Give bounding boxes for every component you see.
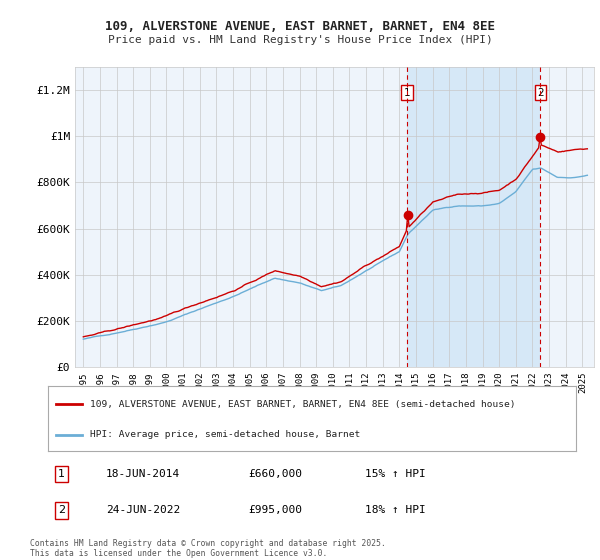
Text: 18% ↑ HPI: 18% ↑ HPI	[365, 506, 425, 515]
Text: 109, ALVERSTONE AVENUE, EAST BARNET, BARNET, EN4 8EE (semi-detached house): 109, ALVERSTONE AVENUE, EAST BARNET, BAR…	[90, 400, 516, 409]
Text: 109, ALVERSTONE AVENUE, EAST BARNET, BARNET, EN4 8EE: 109, ALVERSTONE AVENUE, EAST BARNET, BAR…	[105, 20, 495, 32]
Text: Price paid vs. HM Land Registry's House Price Index (HPI): Price paid vs. HM Land Registry's House …	[107, 35, 493, 45]
Text: Contains HM Land Registry data © Crown copyright and database right 2025.
This d: Contains HM Land Registry data © Crown c…	[30, 539, 386, 558]
Text: 2: 2	[58, 506, 65, 515]
Bar	[407, 67, 541, 367]
Text: 1: 1	[58, 469, 65, 479]
Text: 1: 1	[404, 87, 410, 97]
Text: £995,000: £995,000	[248, 506, 302, 515]
Text: 18-JUN-2014: 18-JUN-2014	[106, 469, 181, 479]
Text: 24-JUN-2022: 24-JUN-2022	[106, 506, 181, 515]
Text: £660,000: £660,000	[248, 469, 302, 479]
Text: 15% ↑ HPI: 15% ↑ HPI	[365, 469, 425, 479]
Text: HPI: Average price, semi-detached house, Barnet: HPI: Average price, semi-detached house,…	[90, 430, 361, 439]
Text: 2: 2	[537, 87, 544, 97]
